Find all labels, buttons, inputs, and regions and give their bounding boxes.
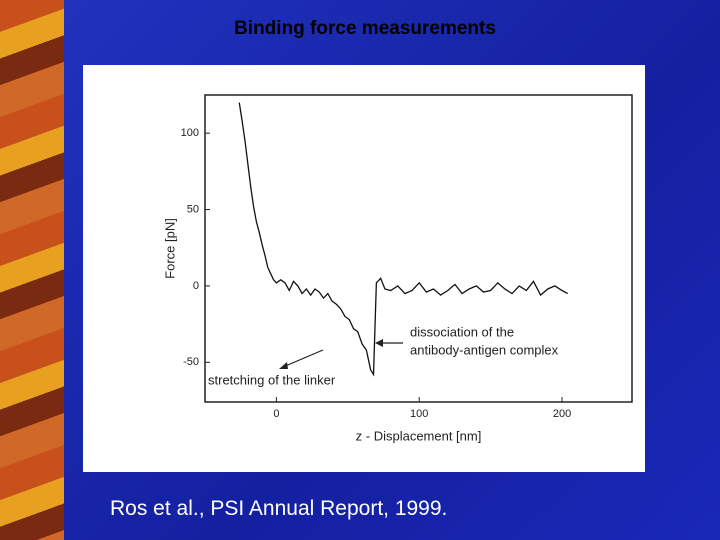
x-axis-label: z - Displacement [nm] <box>356 428 482 443</box>
arrow-head <box>279 362 288 369</box>
arrow <box>282 349 324 368</box>
y-tick-label: 50 <box>187 203 199 215</box>
y-tick-label: -50 <box>183 356 199 368</box>
plot-frame <box>204 94 633 403</box>
x-tick-label: 0 <box>273 408 279 420</box>
annotation: dissociation of the <box>410 324 514 339</box>
chart-background <box>83 65 645 472</box>
y-tick-label: 100 <box>181 127 199 139</box>
annotation: antibody-antigen complex <box>410 342 559 357</box>
y-axis-label: Force [pN] <box>162 218 177 279</box>
chart: -50 0 50 100 0 100 200 z - Displacement [nm] For… <box>83 65 645 472</box>
y-tick-label: 0 <box>193 280 199 292</box>
slide-caption: Ros et al., PSI Annual Report, 1999. <box>110 497 448 520</box>
annotation: stretching of the linker <box>208 372 336 387</box>
x-tick-label: 100 <box>410 408 428 420</box>
arrow-head <box>375 339 383 347</box>
decoration-strip <box>0 0 64 540</box>
data-line <box>238 102 569 377</box>
slide-title: Binding force measurements <box>234 18 496 39</box>
x-tick-label: 200 <box>553 408 571 420</box>
